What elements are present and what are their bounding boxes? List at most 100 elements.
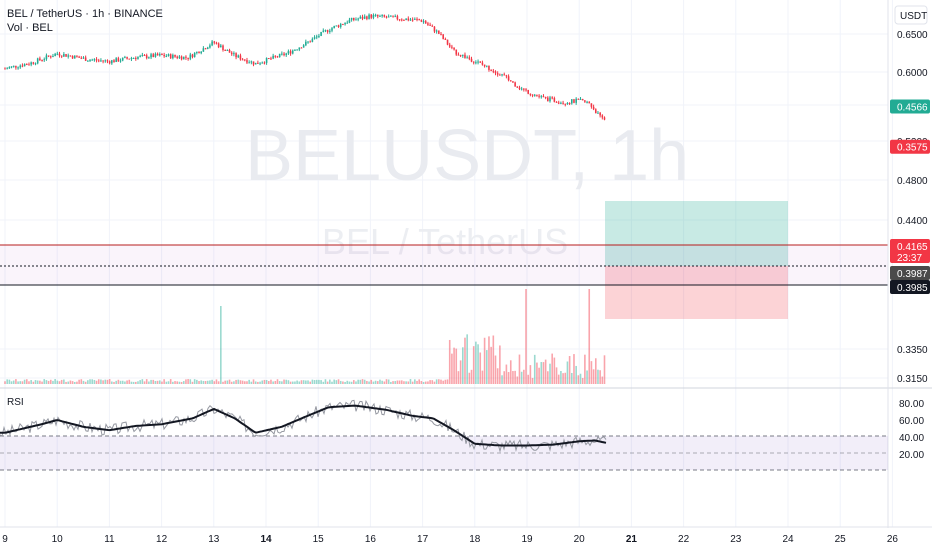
candle-body xyxy=(19,65,22,68)
candle-body xyxy=(477,61,479,63)
volume-bar xyxy=(390,381,392,384)
volume-bar xyxy=(307,380,309,384)
rsi-tick-label: 60.00 xyxy=(899,416,924,427)
volume-bar xyxy=(178,381,181,384)
volume-bar xyxy=(285,379,288,384)
volume-bar xyxy=(102,380,104,384)
volume-bar xyxy=(121,380,124,384)
candle-body xyxy=(518,87,521,89)
candle-body xyxy=(211,41,213,46)
volume-bar xyxy=(475,341,477,384)
volume-bar xyxy=(143,381,146,384)
candle-body xyxy=(196,51,198,53)
volume-bar xyxy=(472,346,475,384)
volume-bar xyxy=(211,379,213,384)
volume-bar xyxy=(379,379,381,384)
candle-body xyxy=(523,88,525,90)
candle-body xyxy=(599,112,601,116)
candle-body xyxy=(189,54,192,59)
volume-bar xyxy=(429,380,431,384)
candle-body xyxy=(224,49,226,51)
candle-body xyxy=(396,16,399,20)
volume-bar xyxy=(298,381,301,384)
volume-bar xyxy=(581,377,584,384)
volume-bar xyxy=(440,379,442,384)
candle-body xyxy=(111,60,113,64)
volume-bar xyxy=(128,379,131,384)
candle-body xyxy=(259,63,261,65)
candle-body xyxy=(121,57,124,61)
volume-bar xyxy=(63,379,65,384)
volume-bar xyxy=(113,381,115,384)
volume-bar xyxy=(49,379,52,384)
candle-body xyxy=(204,48,207,50)
time-tick-label: 19 xyxy=(521,534,533,545)
profit-zone[interactable] xyxy=(605,201,788,266)
candle-body xyxy=(108,61,111,64)
volume-bar xyxy=(357,379,359,384)
volume-bar xyxy=(459,360,462,384)
volume-bar xyxy=(241,380,244,384)
candle-body xyxy=(67,55,70,57)
candle-body xyxy=(8,67,11,69)
candle-body xyxy=(10,66,13,68)
loss-zone[interactable] xyxy=(605,266,788,319)
rsi-axis[interactable]: 80.00 60.00 40.00 20.00 xyxy=(899,399,924,461)
volume-bar xyxy=(91,379,93,384)
currency-button[interactable] xyxy=(894,5,928,25)
candle-body xyxy=(418,19,420,21)
candle-body xyxy=(381,15,383,17)
candle-body xyxy=(455,49,458,55)
candle-body xyxy=(156,53,159,56)
volume-bar xyxy=(422,381,425,384)
volume-bar xyxy=(525,289,527,384)
candle-body xyxy=(331,28,333,31)
time-axis[interactable]: 9 10 11 12 13 14 15 16 17 18 19 20 21 22 23 24 25 26 xyxy=(2,534,898,545)
candle-body xyxy=(398,19,401,21)
volume-bar xyxy=(494,355,497,384)
candle-body xyxy=(139,55,141,57)
candle-body xyxy=(472,61,475,63)
volume-bar xyxy=(152,379,155,384)
volume-bar xyxy=(206,380,209,384)
volume-bar xyxy=(414,379,416,384)
candle-body xyxy=(553,98,556,102)
volume-bar xyxy=(549,363,551,384)
volume-bar xyxy=(204,381,207,384)
volume-bar xyxy=(485,350,488,384)
volume-bar xyxy=(15,379,17,384)
volume-bar xyxy=(560,370,562,384)
volume-bar xyxy=(333,379,335,384)
volume-indicator-label[interactable]: Vol · BEL xyxy=(7,22,53,34)
candle-body xyxy=(237,55,240,58)
candle-body xyxy=(387,16,390,18)
candle-body xyxy=(542,96,545,98)
volume-bar xyxy=(499,345,501,384)
candle-body xyxy=(169,54,172,59)
volume-bar xyxy=(470,369,473,384)
volume-bar xyxy=(263,379,266,384)
candle-body xyxy=(555,101,558,103)
volume-bar xyxy=(451,353,453,384)
volume-bar xyxy=(407,381,410,384)
candle-body xyxy=(200,51,202,54)
candle-body xyxy=(481,62,484,65)
volume-bar xyxy=(344,381,346,384)
candle-body xyxy=(311,38,314,42)
volume-bar xyxy=(163,379,165,384)
candle-body xyxy=(60,55,63,57)
volume-bar xyxy=(594,358,597,384)
candle-body xyxy=(128,58,131,60)
volume-bar xyxy=(438,379,440,384)
volume-bar xyxy=(544,359,547,384)
candle-body xyxy=(527,90,529,94)
candle-body xyxy=(485,65,488,67)
candle-body xyxy=(451,46,453,48)
volume-bar xyxy=(189,379,192,384)
symbol-info[interactable]: BEL / TetherUS · 1h · BINANCE xyxy=(7,8,163,20)
candle-body xyxy=(137,56,139,59)
candle-body xyxy=(355,19,357,21)
candle-body xyxy=(536,94,538,96)
candlesticks xyxy=(4,13,606,121)
